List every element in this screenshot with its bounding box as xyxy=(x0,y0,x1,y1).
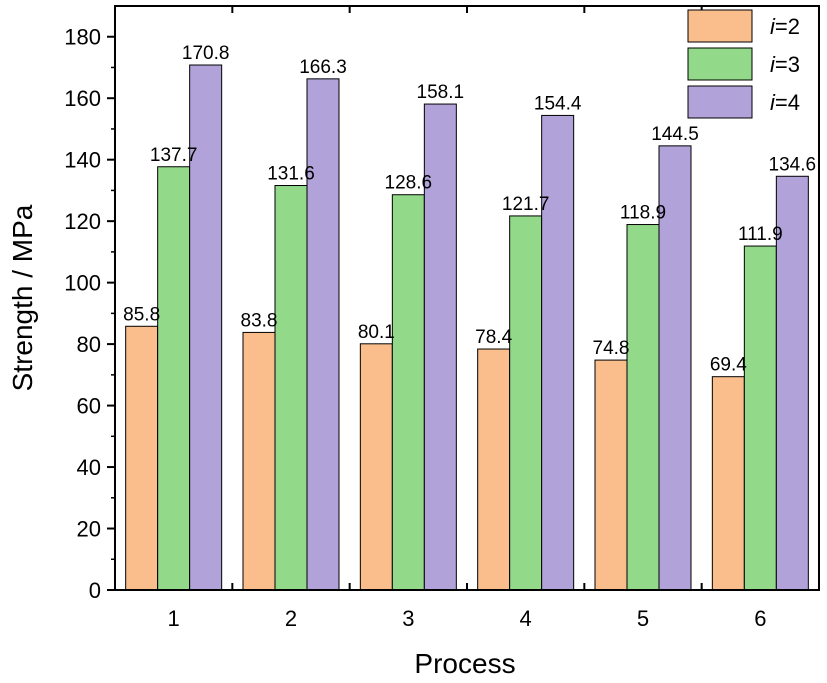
y-tick-label: 100 xyxy=(64,271,101,296)
data-label: 170.8 xyxy=(182,43,230,64)
y-tick-label: 60 xyxy=(77,394,101,419)
data-label: 154.4 xyxy=(534,93,582,114)
bar-i3-process-6 xyxy=(743,245,777,591)
data-label: 131.6 xyxy=(267,164,315,185)
data-label: 78.4 xyxy=(475,327,512,348)
bar-i2-process-4 xyxy=(477,348,511,591)
legend-label-suffix: =4 xyxy=(775,90,800,115)
legend-label: i=4 xyxy=(770,90,800,115)
data-label: 137.7 xyxy=(150,145,198,166)
bar-i4-process-4 xyxy=(541,114,575,591)
data-label: 118.9 xyxy=(620,203,666,224)
legend-label-suffix: =3 xyxy=(775,52,800,77)
bar-i2-process-6 xyxy=(711,376,745,591)
legend-label-prefix: i xyxy=(770,52,776,77)
legend-swatch-i3 xyxy=(687,47,753,81)
y-tick-label: 20 xyxy=(77,517,101,542)
bar-i2-process-1 xyxy=(125,325,159,591)
bar-i3-process-3 xyxy=(391,194,425,591)
legend-label: i=2 xyxy=(770,14,800,39)
data-label: 134.6 xyxy=(769,154,817,175)
bar-i2-process-2 xyxy=(242,331,276,591)
legend-swatch-i2 xyxy=(687,9,753,43)
y-tick-label: 180 xyxy=(64,25,101,50)
y-axis-title: Strength / MPa xyxy=(7,204,38,391)
data-label: 121.7 xyxy=(502,194,550,215)
x-tick-label: 6 xyxy=(754,606,766,631)
y-tick-label: 120 xyxy=(64,209,101,234)
bar-i3-process-4 xyxy=(509,215,543,591)
bar-i4-process-3 xyxy=(423,103,457,591)
data-label: 85.8 xyxy=(123,304,160,325)
data-label: 166.3 xyxy=(299,57,347,78)
bar-i2-process-3 xyxy=(359,343,393,591)
x-axis-title: Process xyxy=(414,648,515,679)
y-tick-label: 140 xyxy=(64,148,101,173)
data-label: 158.1 xyxy=(417,82,465,103)
y-tick-label: 0 xyxy=(89,578,101,603)
legend-label-prefix: i xyxy=(770,90,776,115)
bar-i3-process-5 xyxy=(626,224,660,591)
data-label: 128.6 xyxy=(385,173,433,194)
bar-i3-process-2 xyxy=(274,185,308,591)
legend: i=2i=3i=4 xyxy=(687,9,800,119)
bar-i4-process-6 xyxy=(775,175,809,591)
y-tick-label: 160 xyxy=(64,86,101,111)
legend-label-suffix: =2 xyxy=(775,14,800,39)
x-tick-label: 5 xyxy=(637,606,649,631)
bar-i3-process-1 xyxy=(157,166,191,591)
y-ticks-group: 0 20 40 60 80 100 120 140 160 180 xyxy=(64,25,115,603)
bars-group xyxy=(125,64,809,591)
legend-label: i=3 xyxy=(770,52,800,77)
x-tick-label: 2 xyxy=(285,606,297,631)
x-tick-label: 1 xyxy=(168,606,180,631)
bar-i4-process-1 xyxy=(189,64,223,591)
y-tick-label: 40 xyxy=(77,455,101,480)
data-label: 83.8 xyxy=(241,310,278,331)
data-label: 111.9 xyxy=(738,224,783,245)
data-label: 144.5 xyxy=(651,124,699,145)
legend-swatch-i4 xyxy=(687,85,753,119)
bar-i4-process-2 xyxy=(306,78,340,591)
x-tick-label: 4 xyxy=(520,606,532,631)
bar-i4-process-5 xyxy=(658,145,692,591)
x-ticks-group: 1 2 3 4 5 6 xyxy=(168,6,766,631)
x-tick-label: 3 xyxy=(402,606,414,631)
data-label: 74.8 xyxy=(593,338,630,359)
legend-label-prefix: i xyxy=(770,14,776,39)
data-label: 80.1 xyxy=(358,322,395,343)
y-tick-label: 80 xyxy=(77,332,101,357)
data-labels-group: 85.8 137.7 170.8 83.8 131.6 166.3 80.1 128.6 158… xyxy=(123,43,816,376)
bar-i2-process-5 xyxy=(594,359,628,591)
data-label: 69.4 xyxy=(710,355,747,376)
